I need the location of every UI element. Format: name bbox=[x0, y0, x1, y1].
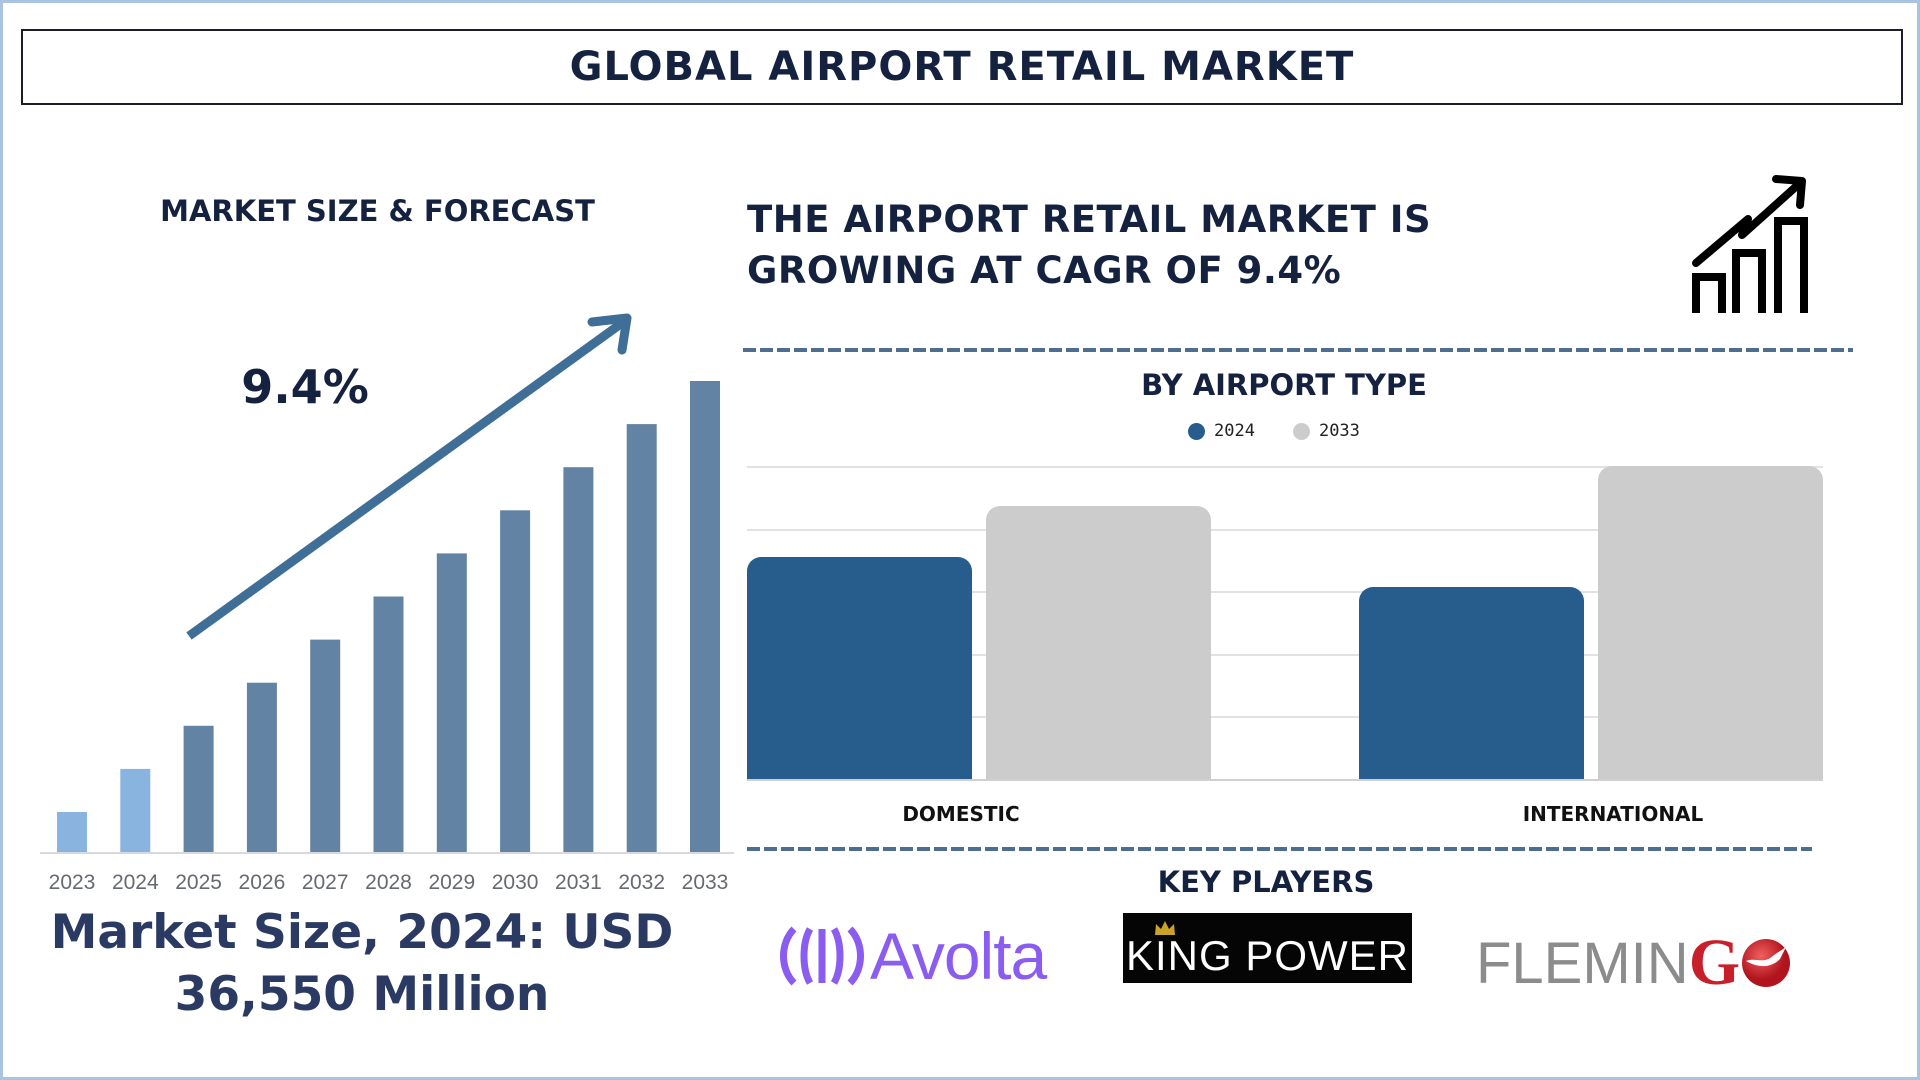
avolta-logo: Avolta bbox=[774, 918, 1047, 994]
legend-item-2024: 2024 bbox=[1188, 421, 1255, 441]
forecast-bar-2025 bbox=[183, 725, 214, 853]
year-label: 2032 bbox=[618, 871, 666, 894]
legend-dot-2033-icon bbox=[1292, 422, 1310, 440]
gridline bbox=[747, 528, 1823, 531]
forecast-bar-2024 bbox=[120, 768, 151, 853]
year-label: 2025 bbox=[175, 871, 222, 894]
growth-arrow-icon bbox=[186, 319, 625, 640]
forecast-bar-2027 bbox=[310, 639, 341, 853]
gridline bbox=[747, 466, 1823, 468]
cagr-headline: THE AIRPORT RETAIL MARKET IS GROWING AT … bbox=[747, 194, 1431, 296]
year-label: 2030 bbox=[491, 871, 539, 894]
title-banner: GLOBAL AIRPORT RETAIL MARKET bbox=[21, 29, 1903, 105]
flemingo-logo: FLEMIN G bbox=[1476, 925, 1792, 1001]
headline-line2: GROWING AT CAGR OF 9.4% bbox=[747, 249, 1342, 292]
legend-label-2033: 2033 bbox=[1318, 421, 1360, 441]
forecast-bar-2032 bbox=[626, 424, 657, 853]
market-size-forecast-heading: MARKET SIZE & FORECAST bbox=[160, 194, 595, 228]
market-size-line1: Market Size, 2024: USD bbox=[50, 905, 674, 960]
year-label: 2033 bbox=[681, 871, 729, 894]
flemingo-logo-text: FLEMIN bbox=[1476, 930, 1689, 996]
cagr-label: 9.4% bbox=[241, 360, 369, 414]
forecast-chart-baseline bbox=[40, 852, 734, 854]
year-label: 2027 bbox=[301, 871, 349, 894]
year-label: 2023 bbox=[48, 871, 96, 894]
legend-item-2033: 2033 bbox=[1292, 421, 1360, 441]
forecast-bar-2023 bbox=[57, 812, 87, 853]
section-divider bbox=[743, 348, 1853, 352]
king-power-logo: KING POWER bbox=[1123, 913, 1412, 983]
king-power-logo-text: KING POWER bbox=[1125, 932, 1410, 979]
legend-label-2024: 2024 bbox=[1214, 421, 1255, 441]
legend-dot-2024-icon bbox=[1188, 422, 1205, 440]
forecast-bar-2026 bbox=[246, 682, 277, 853]
year-label: 2031 bbox=[555, 871, 602, 894]
bar-domestic-2033 bbox=[986, 506, 1211, 779]
forecast-bar-2030 bbox=[500, 510, 531, 853]
bar-domestic-2024 bbox=[747, 556, 972, 779]
year-label: 2024 bbox=[111, 871, 159, 894]
crown-icon bbox=[1155, 921, 1175, 935]
forecast-bar-2033 bbox=[690, 381, 720, 853]
forecast-bars bbox=[57, 381, 720, 853]
chart-baseline bbox=[747, 779, 1823, 781]
section-divider-2 bbox=[747, 847, 1812, 851]
forecast-bar-chart bbox=[57, 313, 720, 853]
gridline bbox=[747, 591, 1823, 594]
market-size-text: Market Size, 2024: USD 36,550 Million bbox=[20, 902, 704, 1026]
headline-line1: THE AIRPORT RETAIL MARKET IS bbox=[747, 198, 1432, 241]
category-label-domestic: DOMESTIC bbox=[902, 802, 1020, 826]
year-label: 2026 bbox=[238, 871, 286, 894]
forecast-bar-2028 bbox=[373, 596, 404, 853]
avolta-globe-icon bbox=[780, 926, 864, 986]
bar-international-2033 bbox=[1598, 466, 1823, 779]
market-size-line2: 36,550 Million bbox=[174, 967, 550, 1022]
forecast-bar-2031 bbox=[563, 467, 594, 853]
page-title: GLOBAL AIRPORT RETAIL MARKET bbox=[569, 44, 1355, 90]
gridline bbox=[747, 716, 1823, 719]
flemingo-globe-icon bbox=[1742, 939, 1791, 987]
growth-chart-icon bbox=[1692, 175, 1808, 313]
bar-international-2024 bbox=[1359, 587, 1584, 779]
arrow-head-icon bbox=[587, 313, 632, 355]
chart-legend: 2024 2033 bbox=[1188, 421, 1388, 441]
year-label: 2029 bbox=[428, 871, 476, 894]
category-label-international: INTERNATIONAL bbox=[1522, 802, 1704, 826]
year-label: 2028 bbox=[365, 871, 412, 894]
by-airport-type-title: BY AIRPORT TYPE bbox=[1141, 368, 1427, 402]
gridline bbox=[747, 653, 1823, 656]
avolta-logo-text: Avolta bbox=[870, 919, 1047, 993]
key-players-title: KEY PLAYERS bbox=[1157, 865, 1375, 899]
forecast-bar-2029 bbox=[436, 553, 467, 853]
